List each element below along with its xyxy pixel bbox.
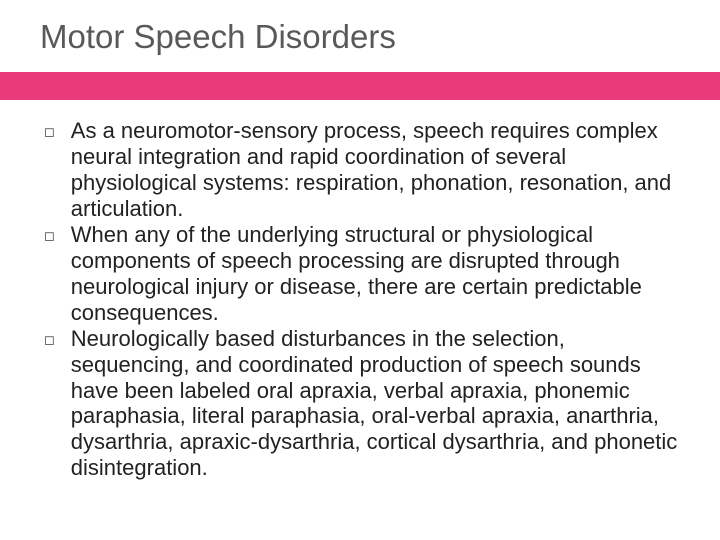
bullet-item: ◻ As a neuromotor-sensory process, speec… (44, 118, 684, 222)
bullet-marker-icon: ◻ (44, 124, 55, 139)
bullet-item: ◻ Neurologically based disturbances in t… (44, 326, 684, 482)
bullet-marker-icon: ◻ (44, 228, 55, 243)
bullet-text: Neurologically based disturbances in the… (71, 326, 684, 482)
bullet-item: ◻ When any of the underlying structural … (44, 222, 684, 326)
slide-title: Motor Speech Disorders (40, 18, 690, 56)
bullet-marker-icon: ◻ (44, 332, 55, 347)
slide-content: ◻ As a neuromotor-sensory process, speec… (44, 118, 684, 481)
slide-container: Motor Speech Disorders ◻ As a neuromotor… (0, 0, 720, 540)
bullet-text: As a neuromotor-sensory process, speech … (71, 118, 684, 222)
accent-bar (0, 72, 720, 100)
bullet-text: When any of the underlying structural or… (71, 222, 684, 326)
